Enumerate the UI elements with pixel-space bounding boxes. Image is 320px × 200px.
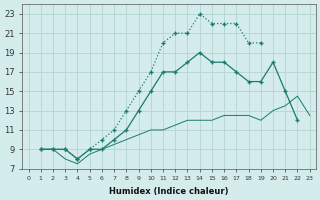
X-axis label: Humidex (Indice chaleur): Humidex (Indice chaleur) xyxy=(109,187,229,196)
